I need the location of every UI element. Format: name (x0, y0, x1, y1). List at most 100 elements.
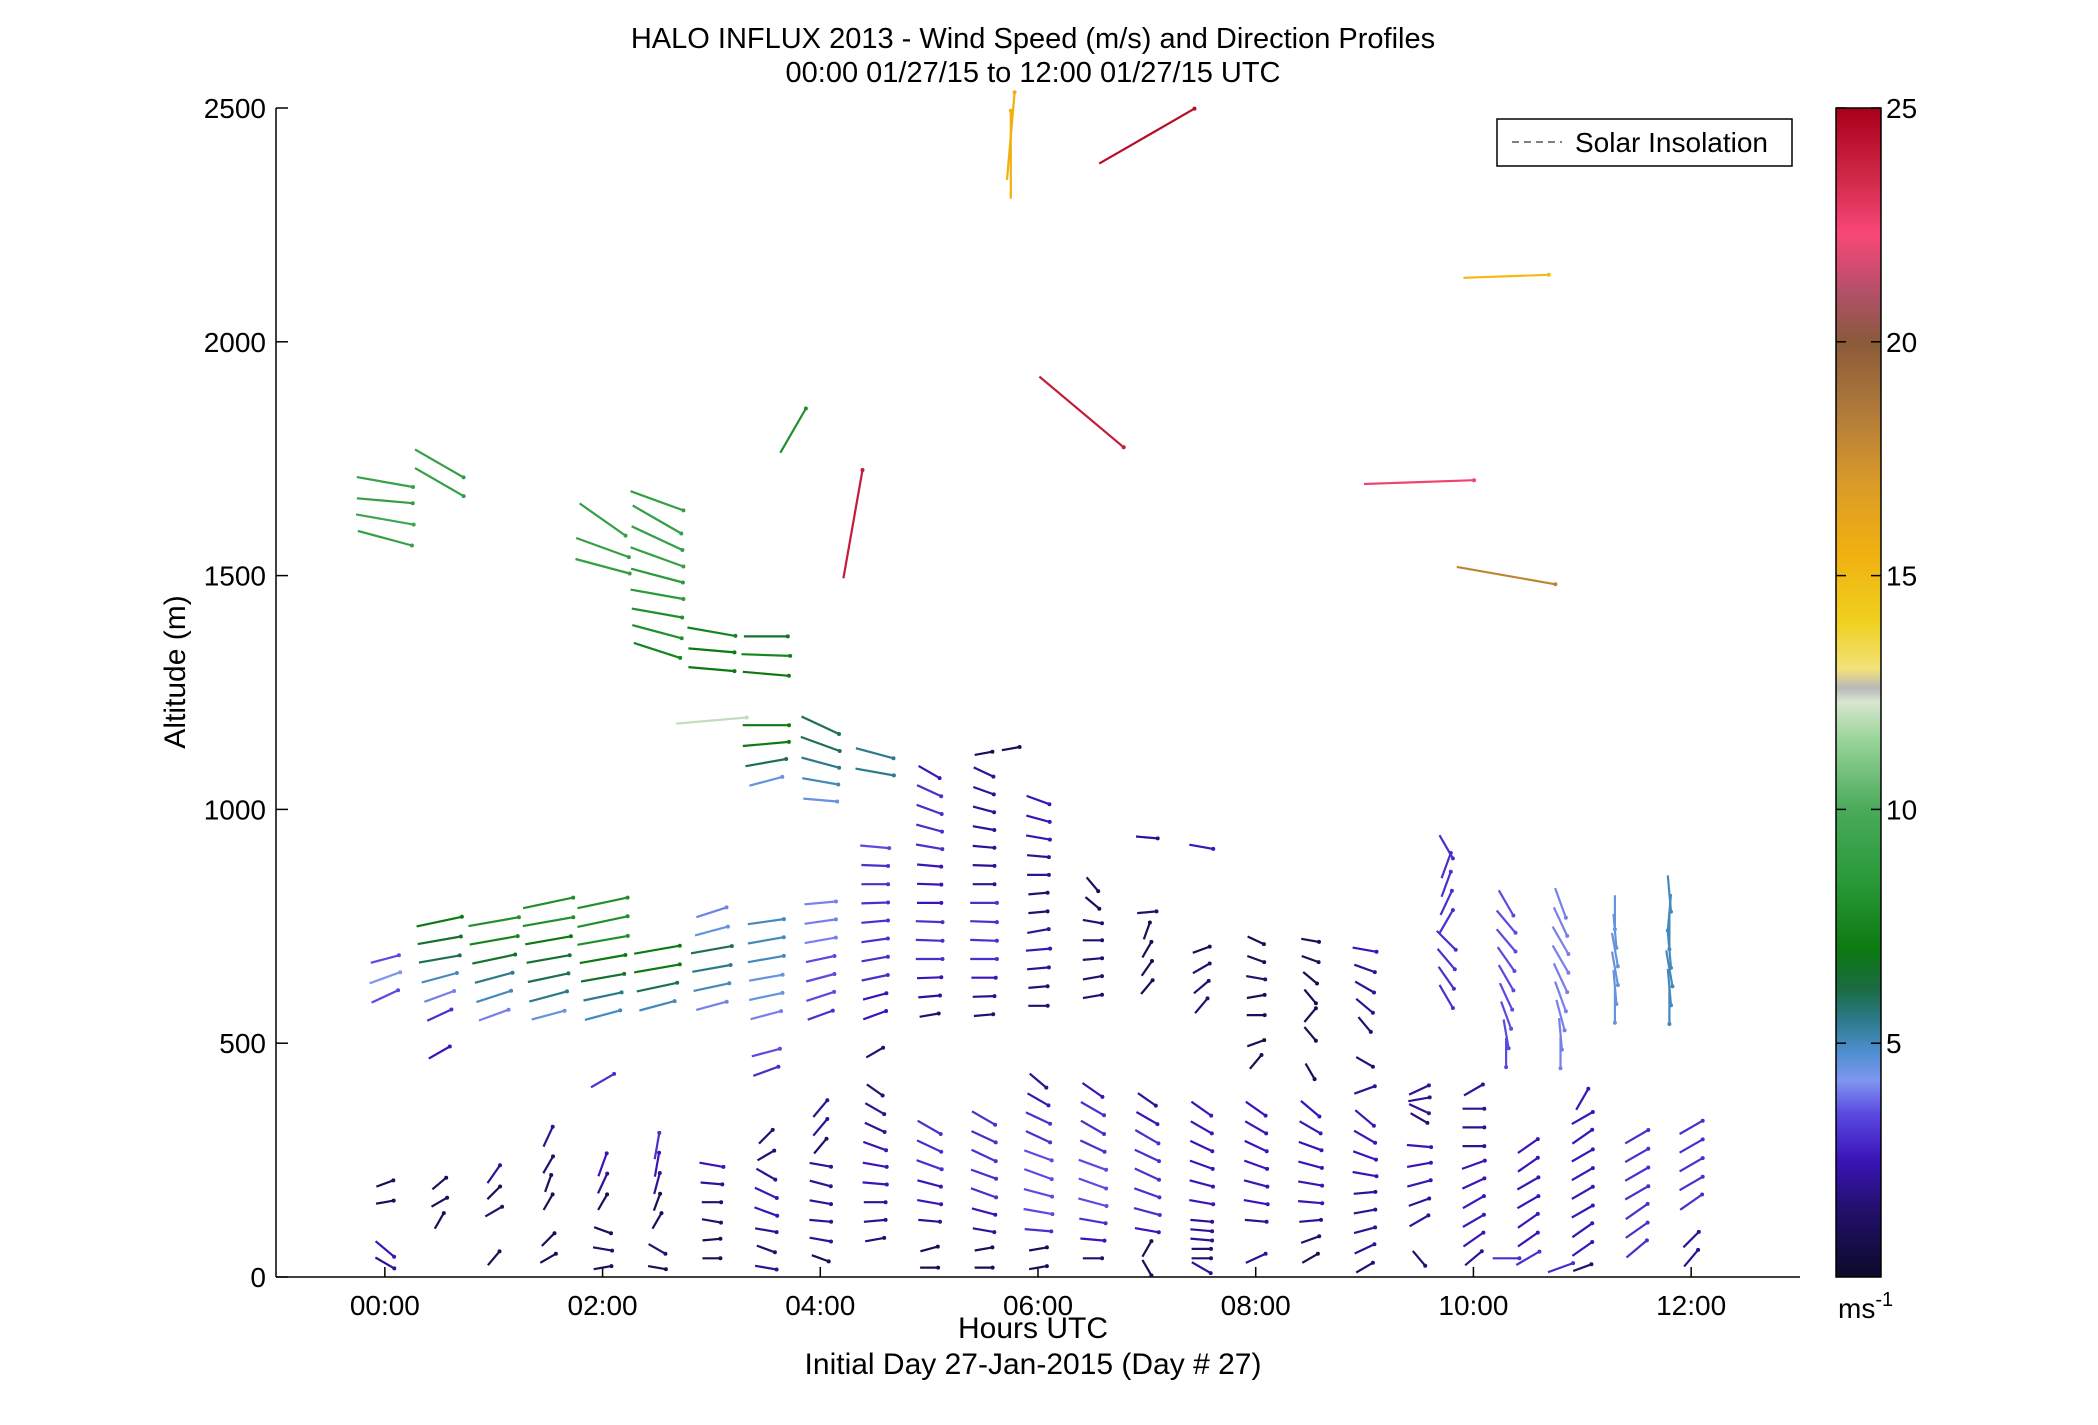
wind-vector (1027, 854, 1049, 859)
wind-vector-head (718, 1236, 723, 1241)
wind-vector (695, 1000, 727, 1011)
wind-vector-head (1313, 1001, 1318, 1006)
wind-vector (1353, 1190, 1376, 1195)
wind-vector (1502, 1019, 1510, 1049)
wind-vector (861, 937, 889, 944)
wind-vector (1078, 1197, 1107, 1208)
wind-vector-head (458, 934, 463, 939)
wind-vector-head (1264, 1219, 1269, 1224)
wind-vector-head (391, 1198, 396, 1203)
wind-vector-head (991, 1012, 996, 1017)
wind-vector (590, 1072, 615, 1089)
wind-vector-head (497, 1249, 502, 1254)
wind-vector (842, 469, 864, 579)
wind-vector-head (777, 1046, 782, 1051)
wind-vector-head (1262, 960, 1267, 965)
chart-subtitle: 00:00 01/27/15 to 12:00 01/27/15 UTC (786, 57, 1281, 89)
wind-vector-head (1482, 1176, 1487, 1181)
wind-vector (1137, 910, 1157, 915)
wind-vector (1571, 1241, 1593, 1257)
wind-vector (1610, 932, 1619, 967)
wind-vector (1134, 1129, 1159, 1145)
wind-vector-head (938, 1132, 943, 1136)
wind-vector (1363, 479, 1475, 486)
wind-vector-head (718, 1256, 723, 1261)
wind-vector-head (939, 864, 944, 869)
wind-vector (542, 1155, 554, 1174)
wind-vector (863, 1218, 886, 1223)
wind-vector (690, 945, 732, 955)
wind-vector (1495, 909, 1517, 934)
wind-vector-head (678, 655, 683, 660)
wind-vector (1624, 1166, 1649, 1182)
wind-vector (418, 954, 460, 964)
wind-vector-head (1426, 1213, 1431, 1218)
wind-vector-head (940, 829, 944, 834)
wind-vector-head (1373, 1189, 1378, 1194)
wind-vector-head (1700, 1174, 1705, 1179)
wind-vector-head (990, 1245, 995, 1250)
wind-vector (414, 448, 465, 479)
wind-vector-head (1317, 1114, 1322, 1119)
wind-vector-head (677, 962, 682, 967)
wind-vector (916, 784, 942, 798)
wind-vector (597, 1193, 609, 1211)
wind-vector (1025, 1111, 1051, 1125)
wind-vector (647, 1265, 667, 1271)
wind-vector-head (775, 1213, 780, 1218)
wind-vector (577, 915, 628, 928)
wind-vector (801, 715, 840, 735)
wind-vector-head (1368, 1029, 1373, 1034)
wind-vector-head (1482, 1106, 1487, 1111)
wind-vector-head (1263, 977, 1268, 982)
wind-vector (1461, 1159, 1486, 1170)
wind-vector-head (1149, 939, 1154, 944)
wind-vector-head (1614, 945, 1619, 950)
wind-vector (800, 735, 841, 753)
wind-vector-head (724, 999, 729, 1004)
wind-vector (1082, 993, 1103, 1000)
wind-vector (971, 1110, 996, 1126)
wind-vector-head (679, 636, 684, 641)
wind-vector-head (677, 943, 682, 948)
wind-vector-head (1104, 1167, 1109, 1172)
wind-vector-head (1590, 1203, 1595, 1208)
wind-vector-head (552, 1231, 557, 1236)
wind-vector (700, 1181, 723, 1186)
wind-vector (1436, 948, 1456, 971)
wind-vector (861, 919, 889, 924)
wind-vector-head (663, 1251, 668, 1256)
wind-vector-head (1315, 1251, 1320, 1256)
wind-vector-head (1317, 939, 1321, 944)
wind-vector (1135, 1111, 1158, 1126)
wind-vector (1243, 1199, 1268, 1206)
wind-vector (1408, 1103, 1430, 1115)
wind-vector-head (681, 597, 686, 601)
wind-vector (1575, 1088, 1590, 1111)
wind-vector-head (1511, 913, 1516, 918)
wind-vector (653, 1172, 661, 1195)
wind-vector-head (772, 1148, 777, 1153)
wind-vector-head (1535, 1155, 1540, 1160)
wind-vector (1299, 1218, 1322, 1223)
wind-vector (1025, 1130, 1051, 1144)
wind-vector-head (1259, 1053, 1264, 1057)
wind-vector (1355, 997, 1374, 1014)
wind-vector (1189, 1199, 1214, 1206)
wind-vector (1682, 1231, 1700, 1249)
wind-vector-head (994, 938, 999, 943)
wind-vector (633, 641, 681, 659)
wind-vector-head (1045, 890, 1050, 895)
wind-vector-head (727, 981, 732, 986)
wind-vector (1304, 1062, 1316, 1080)
wind-vector (1082, 957, 1103, 961)
wind-vector-head (1472, 478, 1476, 483)
wind-vector (1026, 814, 1050, 823)
wind-vector (1439, 890, 1453, 916)
plot-area (275, 108, 1800, 1278)
wind-vector-head (1371, 1123, 1376, 1128)
wind-vector (1303, 988, 1317, 1005)
wind-vector-head (1481, 1230, 1486, 1235)
wind-vector-head (445, 1195, 450, 1200)
wind-vector-head (883, 1217, 888, 1222)
